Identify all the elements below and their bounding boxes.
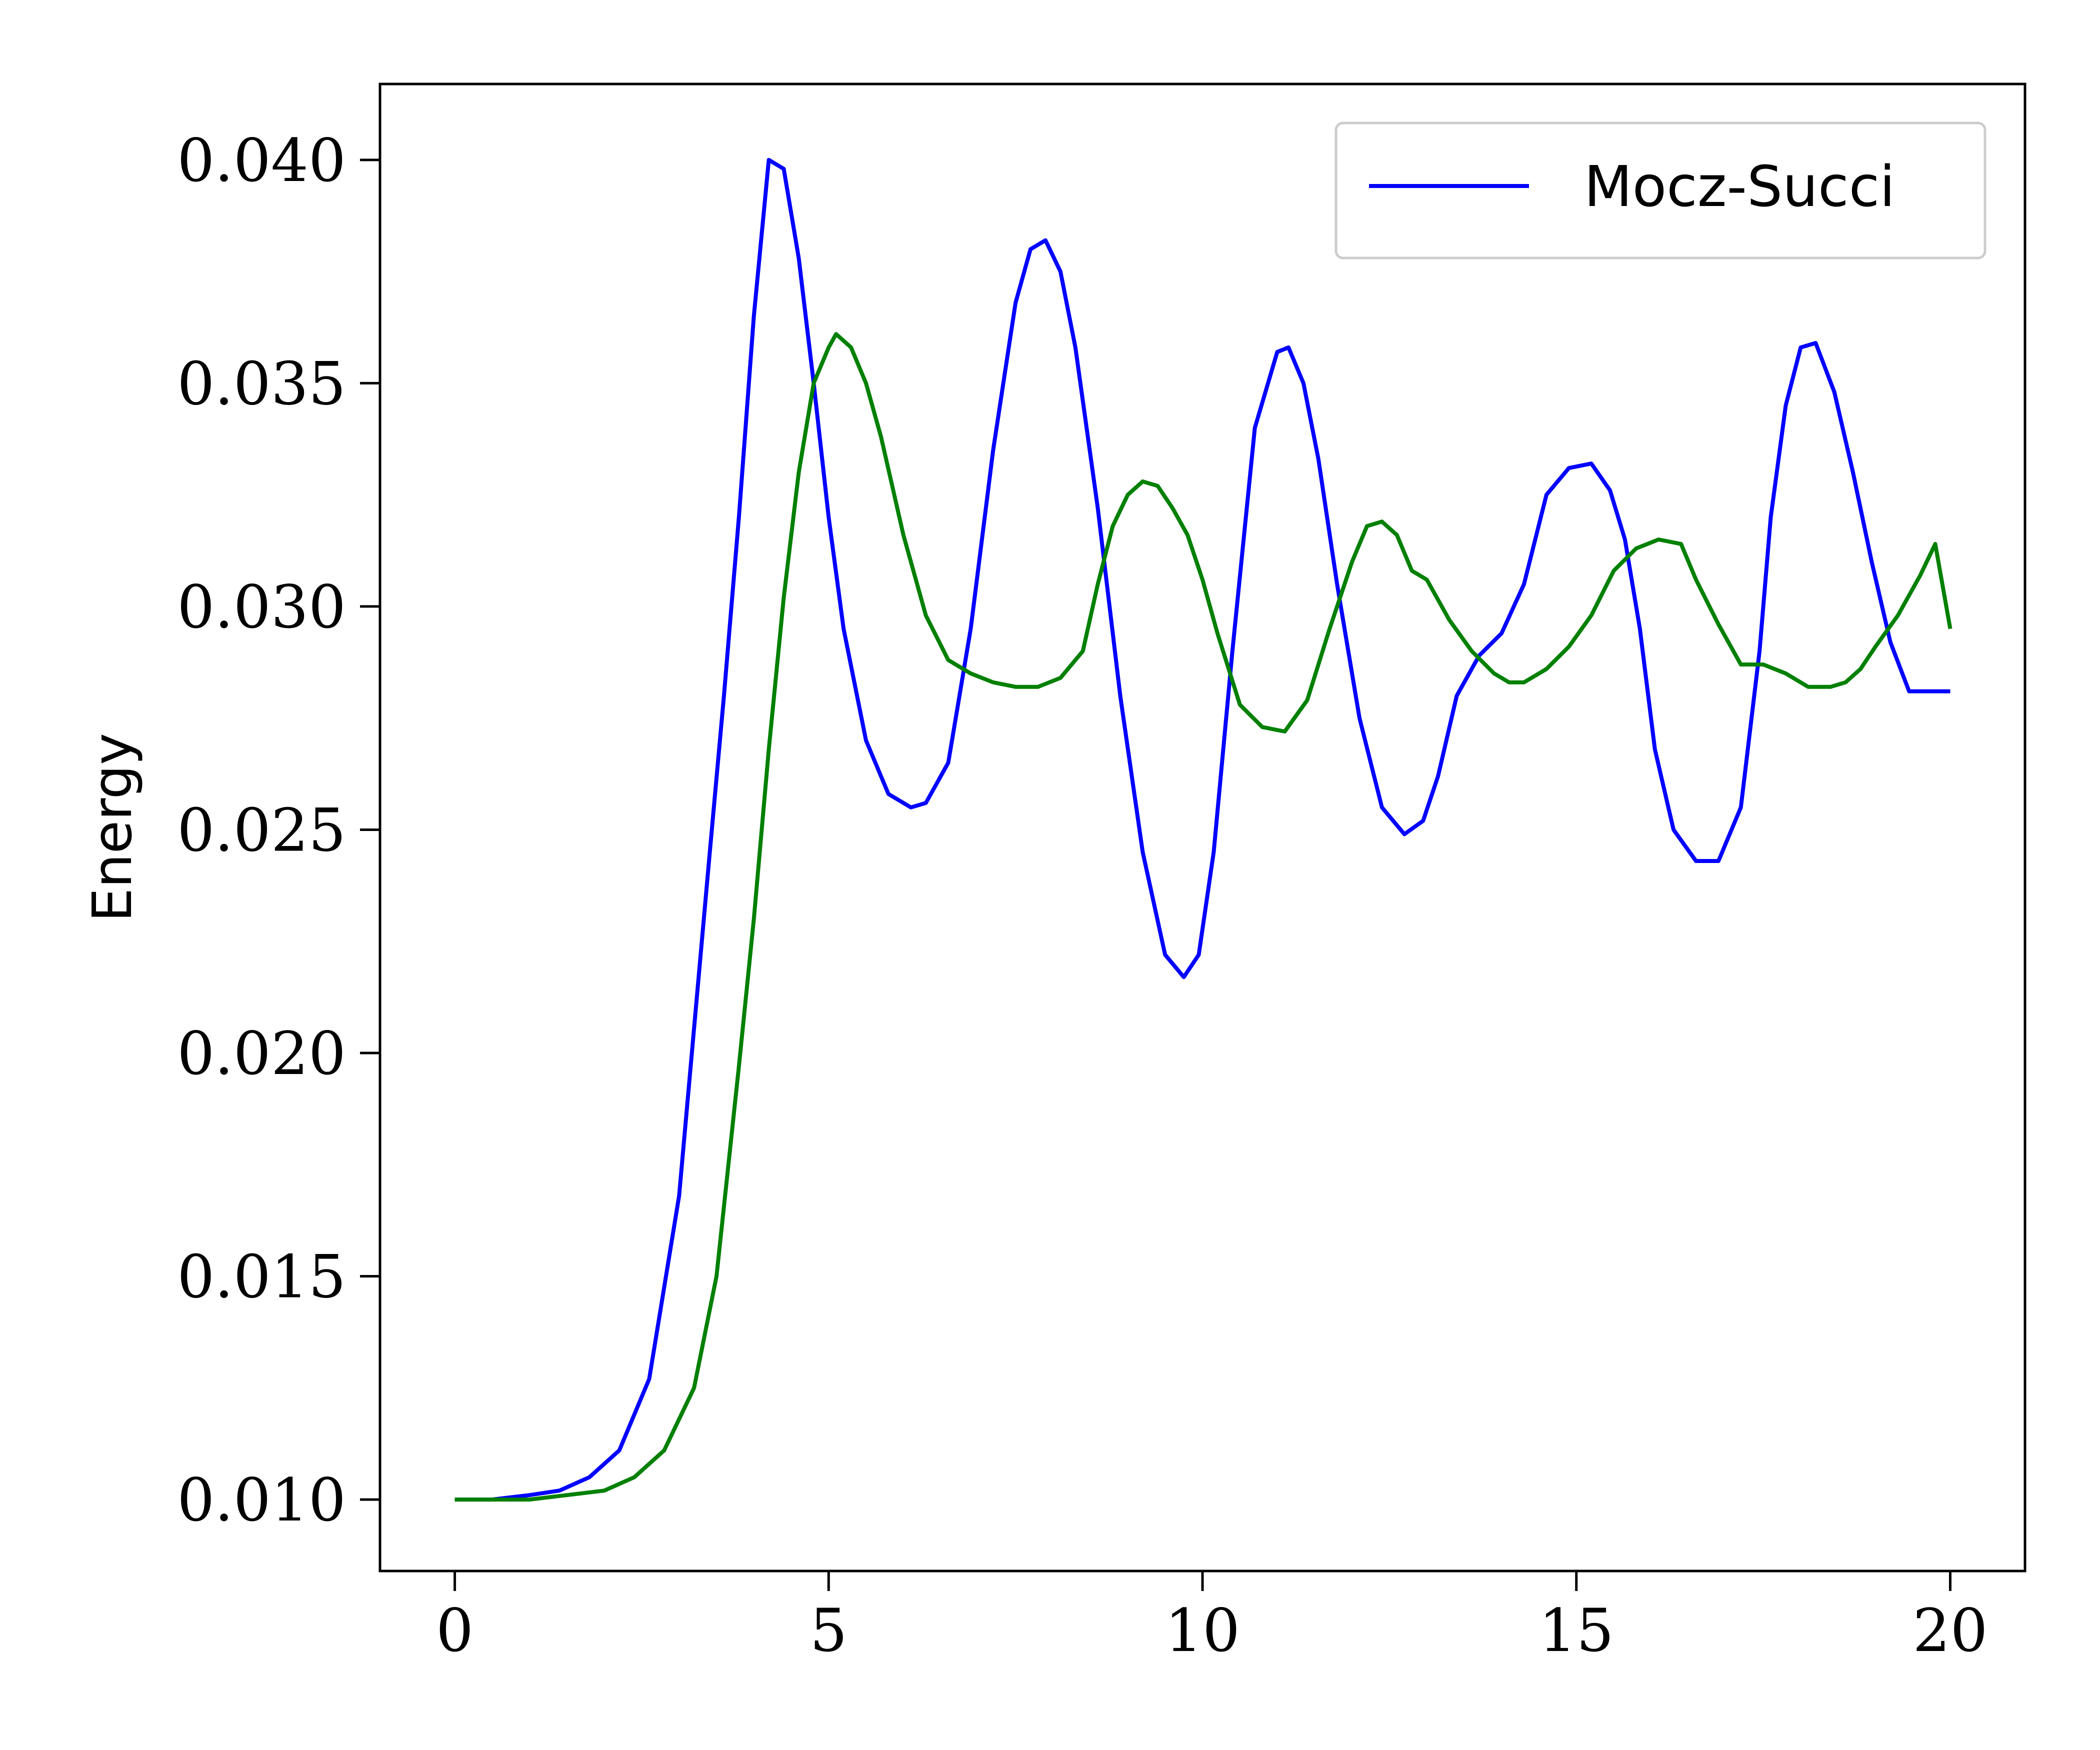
legend-label-mocz-succi: Mocz-Succi — [1584, 154, 1895, 220]
x-tick-label: 15 — [1539, 1596, 1614, 1665]
y-tick-label: 0.015 — [177, 1242, 346, 1312]
y-tick-label: 0.030 — [177, 572, 346, 642]
x-tick-label: 20 — [1912, 1596, 1988, 1665]
legend-box — [1334, 122, 1986, 260]
y-tick-label: 0.020 — [177, 1019, 346, 1088]
series-line-0 — [454, 158, 1950, 1502]
y-tick-label: 0.010 — [177, 1466, 346, 1534]
x-tick-label: 5 — [810, 1596, 848, 1665]
series-layer — [454, 158, 1952, 1502]
series-line-1 — [454, 332, 1952, 1502]
y-tick-label: 0.040 — [177, 126, 346, 195]
x-tick-label: 0 — [436, 1596, 474, 1665]
legend: Mocz-Succi — [1334, 122, 1986, 260]
y-axis-label: Energy — [82, 733, 144, 922]
y-tick-label: 0.025 — [177, 796, 346, 864]
y-tick-label: 0.035 — [177, 349, 346, 418]
ticks-layer: 0 5 10 15 20 0.010 0.015 0.020 0.025 0.030 0.035 0.… — [177, 126, 1988, 1665]
x-tick-label: 10 — [1165, 1596, 1240, 1665]
